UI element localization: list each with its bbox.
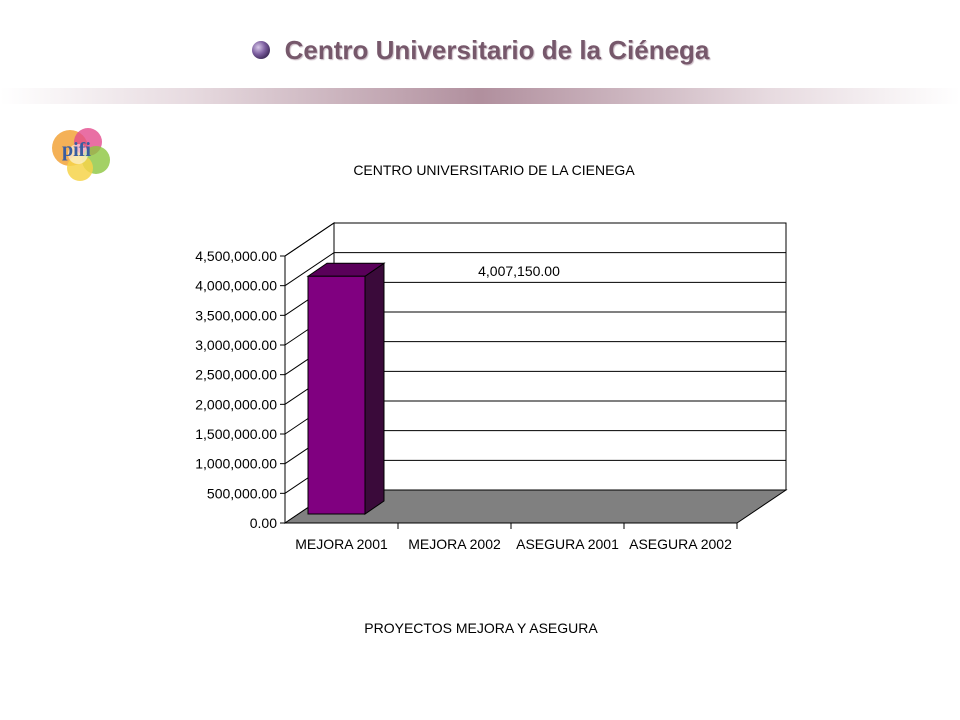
x-tick-label: MEJORA 2002 — [408, 536, 501, 552]
y-tick-label: 1,000,000.00 — [195, 456, 277, 472]
bullet-icon — [251, 41, 270, 59]
x-axis-title: PROYECTOS MEJORA Y ASEGURA — [364, 620, 598, 636]
bar-side — [364, 262, 385, 515]
bar-front — [307, 275, 366, 515]
y-tick-label: 1,500,000.00 — [195, 426, 277, 442]
x-tick-label: ASEGURA 2001 — [516, 536, 619, 552]
y-tick-label: 4,000,000.00 — [195, 278, 277, 294]
bars — [306, 262, 386, 515]
slide-title: Centro Universitario de la Ciénega — [284, 34, 710, 65]
x-axis-ticks: MEJORA 2001 MEJORA 2002 ASEGURA 2001 ASEGUR… — [295, 523, 738, 552]
pifi-logo: pifi — [52, 128, 110, 181]
y-tick-label: 500,000.00 — [207, 485, 277, 501]
bar-mejora-2001 — [306, 262, 386, 515]
title-divider — [0, 88, 960, 104]
logo-text: pifi — [62, 139, 91, 161]
y-axis-ticks: 0.00 500,000.00 1,000,000.00 1,500,000.00 2,… — [195, 248, 285, 531]
x-tick-label: ASEGURA 2002 — [629, 536, 732, 552]
gridline — [284, 252, 786, 287]
y-tick-label: 3,000,000.00 — [195, 337, 277, 353]
y-tick-label: 2,500,000.00 — [195, 367, 277, 383]
x-tick-label: MEJORA 2001 — [295, 536, 388, 552]
y-tick-label: 2,000,000.00 — [195, 396, 277, 412]
data-label: 4,007,150.00 — [478, 263, 560, 279]
gridline — [284, 222, 786, 257]
back-wall — [333, 222, 787, 491]
y-tick-label: 0.00 — [250, 515, 277, 531]
y-tick-label: 3,500,000.00 — [195, 307, 277, 323]
y-tick-label: 4,500,000.00 — [195, 248, 277, 264]
slide-header: Centro Universitario de la Ciénega — [0, 30, 960, 70]
chart-title: CENTRO UNIVERSITARIO DE LA CIENEGA — [353, 162, 635, 178]
data-labels: 4,007,150.00 — [478, 263, 560, 279]
